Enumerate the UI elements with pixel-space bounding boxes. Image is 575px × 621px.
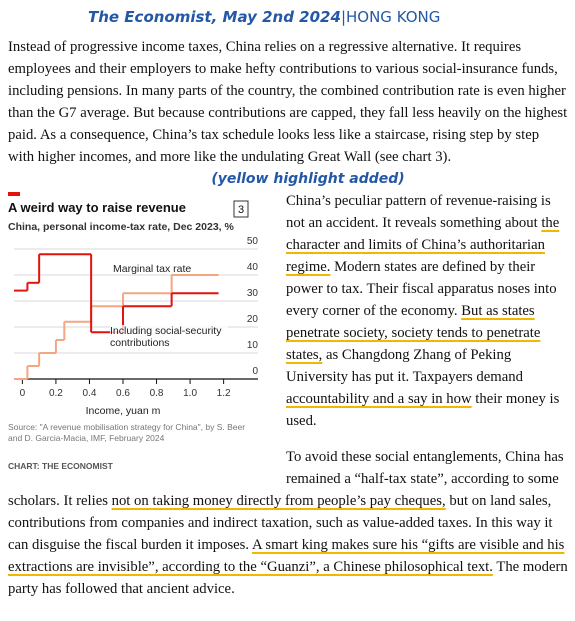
paragraph: Instead of progressive income taxes, Chi… xyxy=(8,36,568,168)
series-label: Marginal tax rate xyxy=(113,263,192,275)
chart-number-box xyxy=(233,200,249,218)
y-tick-label: 20 xyxy=(247,314,259,325)
y-tick-label: 30 xyxy=(247,288,259,299)
text: but on land sales, contributions from co… xyxy=(8,493,553,553)
chart-subtitle: China, personal income-tax rate, Dec 202… xyxy=(8,221,235,233)
text: The modern party has followed that ancie… xyxy=(8,559,568,597)
paragraph: To avoid these social entanglements, Chi… xyxy=(8,446,568,600)
paragraph: China’s peculiar pattern of revenue-rais… xyxy=(8,190,568,432)
x-tick-label: 0.4 xyxy=(83,388,97,399)
location: |HONG KONG xyxy=(340,8,441,26)
text: as Changdong Zhang of Peking University … xyxy=(286,347,523,385)
text: China’s peculiar pattern of revenue-rais… xyxy=(286,193,551,231)
chart-credit: CHART: THE ECONOMIST xyxy=(8,461,113,471)
highlighted-text: accountability and a say in how xyxy=(286,391,472,407)
x-tick-label: 0.6 xyxy=(116,388,130,399)
highlighted-text: A smart king makes sure his “gifts are v… xyxy=(8,537,565,575)
text: To avoid these social entanglements, Chi… xyxy=(8,449,564,509)
x-tick-label: 1.0 xyxy=(183,388,197,399)
y-tick-label: 10 xyxy=(247,340,259,351)
header: The Economist, May 2nd 2024|HONG KONG xyxy=(88,8,440,26)
text: Instead of progressive income taxes, Chi… xyxy=(8,39,568,165)
x-tick-label: 0.8 xyxy=(150,388,164,399)
highlighted-text: But as states penetrate society, society… xyxy=(286,303,541,363)
chart-source: Source: "A revenue mobilisation strategy… xyxy=(8,422,246,443)
x-tick-label: 0 xyxy=(20,388,26,399)
y-tick-label: 40 xyxy=(247,262,259,273)
x-tick-label: 1.2 xyxy=(217,388,231,399)
x-axis-label: Income, yuan m xyxy=(86,405,161,417)
chart-number: 3 xyxy=(238,204,244,216)
x-tick-label: 0.2 xyxy=(49,388,63,399)
text: their money is used. xyxy=(286,391,560,429)
highlighted-text: not on taking money directly from people… xyxy=(111,493,446,509)
text: Modern states are defined by their power… xyxy=(286,259,557,319)
chart: A weird way to raise revenue 3 China, pe… xyxy=(8,192,280,482)
y-tick-label: 50 xyxy=(247,236,259,247)
accent-bar xyxy=(8,192,20,196)
y-tick-label: 0 xyxy=(252,366,258,377)
series-label: Including social-security contributions xyxy=(110,325,228,349)
note: (yellow highlight added) xyxy=(211,171,405,187)
article: Instead of progressive income taxes, Chi… xyxy=(8,36,568,600)
highlighted-text: the character and limits of China’s auth… xyxy=(286,215,560,275)
chart-title: A weird way to raise revenue xyxy=(8,200,186,215)
chart-svg: A weird way to raise revenue 3 China, pe… xyxy=(8,192,259,417)
publication: The Economist, May 2nd 2024 xyxy=(88,8,341,26)
